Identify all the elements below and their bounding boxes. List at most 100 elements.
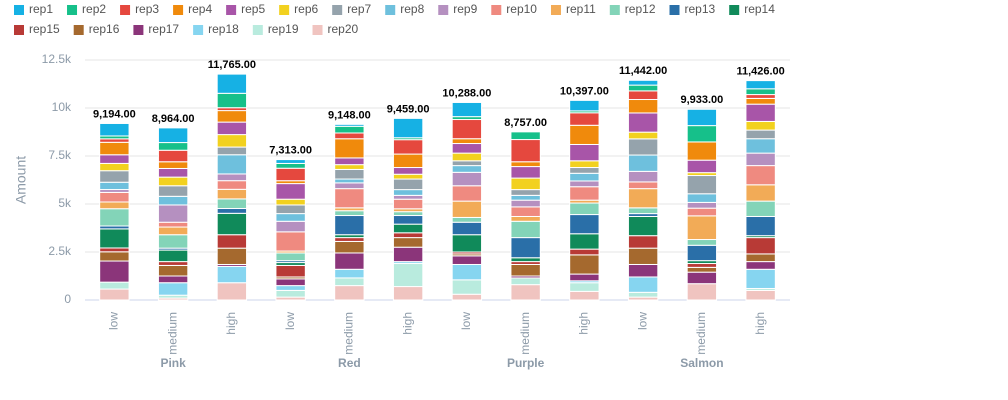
bar-segment: [334, 237, 365, 242]
legend-label: rep5: [241, 2, 265, 16]
bar-segment: [569, 273, 600, 282]
bar-segment: [569, 186, 600, 201]
bar-segment: [569, 233, 600, 250]
total-label: 11,765.00: [208, 59, 256, 71]
bar-segment: [686, 215, 718, 241]
bar-segment: [392, 223, 424, 234]
bar-segment: [334, 240, 365, 254]
bar-segment: [216, 180, 248, 190]
bar-segment: [334, 182, 365, 190]
bar-segment: [392, 178, 424, 191]
legend-label: rep15: [29, 22, 60, 36]
bar-segment: [745, 94, 776, 99]
bar-segment: [334, 188, 365, 209]
bar-segment: [157, 161, 189, 169]
bar-segment: [451, 185, 483, 202]
x-tick-label: high: [753, 312, 767, 335]
bar-segment: [627, 138, 659, 156]
legend-label: rep8: [400, 2, 424, 16]
bar-segment: [510, 277, 541, 286]
bar-segment: [275, 252, 306, 262]
y-tick-label: 2.5k: [48, 244, 72, 258]
y-tick-label: 5k: [58, 196, 72, 210]
bar-segment: [157, 149, 189, 163]
bar-segment: [510, 284, 541, 301]
bar-segment: [569, 124, 600, 145]
bar-segment: [451, 255, 483, 265]
bar-segment: [451, 143, 483, 154]
bar-segment: [216, 234, 248, 249]
bar-segment: [392, 215, 424, 225]
bar-segment: [334, 268, 365, 279]
bar-segment: [451, 152, 483, 162]
bar-segment: [216, 247, 248, 265]
legend-label: rep1: [29, 2, 53, 16]
bar-segment: [157, 234, 189, 249]
bar-segment: [334, 178, 365, 184]
bar-segment: [686, 193, 718, 203]
bar-segment: [745, 184, 776, 202]
bar-segment: [216, 198, 248, 210]
bar-segment: [392, 211, 424, 217]
bar-segment: [745, 80, 776, 90]
bar-segment: [510, 257, 541, 263]
bar-segment: [216, 265, 248, 284]
bar-segment: [157, 195, 189, 206]
bar-segment: [334, 132, 365, 140]
x-tick-label: medium: [518, 312, 532, 355]
legend-swatch: [438, 5, 449, 15]
bar-segment: [627, 188, 659, 209]
bar-segment: [275, 183, 306, 200]
legend-swatch: [173, 5, 184, 15]
bar-segment: [275, 167, 306, 182]
bar-segment: [569, 282, 600, 292]
bar-segment: [451, 171, 483, 187]
bar-segment: [510, 206, 541, 217]
bar-segment: [686, 266, 718, 273]
bar-segment: [686, 108, 718, 127]
bar-segment: [745, 97, 776, 105]
bar-segment: [275, 285, 306, 291]
bar-segment: [745, 253, 776, 263]
legend-label: rep7: [347, 2, 371, 16]
y-tick-label: 12.5k: [42, 52, 72, 66]
x-tick-label: medium: [694, 312, 708, 355]
bar-segment: [334, 285, 365, 301]
bar-segment: [99, 247, 130, 253]
bar-segment: [157, 204, 189, 223]
x-tick-label: medium: [165, 312, 179, 355]
bar-segment: [745, 289, 776, 301]
bar-segment: [627, 291, 659, 298]
bar-segment: [334, 168, 365, 180]
bar-segment: [745, 152, 776, 167]
bar-segment: [275, 159, 306, 164]
y-axis-label: Amount: [13, 156, 29, 204]
total-label: 10,397.00: [560, 85, 609, 97]
bar-segment: [627, 247, 659, 265]
bar-segment: [569, 99, 600, 112]
bar-segment: [451, 293, 483, 301]
legend-label: rep12: [625, 2, 656, 16]
bar-segment: [745, 237, 776, 255]
bar-segment: [627, 84, 659, 92]
bar-segment: [99, 281, 130, 290]
legend-swatch: [14, 5, 24, 15]
bar-segment: [392, 117, 424, 139]
x-tick-label: high: [577, 312, 591, 335]
bar-segment: [392, 237, 424, 248]
bar-segment: [745, 200, 776, 217]
legend-label: rep18: [208, 22, 239, 36]
bar-segment: [275, 162, 306, 169]
bar-segment: [569, 143, 600, 162]
bar-segment: [510, 237, 541, 259]
group-label: Pink: [160, 356, 186, 370]
legend-swatch: [252, 25, 263, 35]
bar-segment: [745, 138, 776, 154]
total-label: 9,148.00: [328, 109, 371, 121]
bar-segment: [216, 121, 248, 136]
bar-segment: [392, 286, 424, 301]
total-label: 10,288.00: [442, 87, 491, 99]
bar-segment: [216, 134, 248, 148]
bar-segment: [216, 92, 248, 109]
